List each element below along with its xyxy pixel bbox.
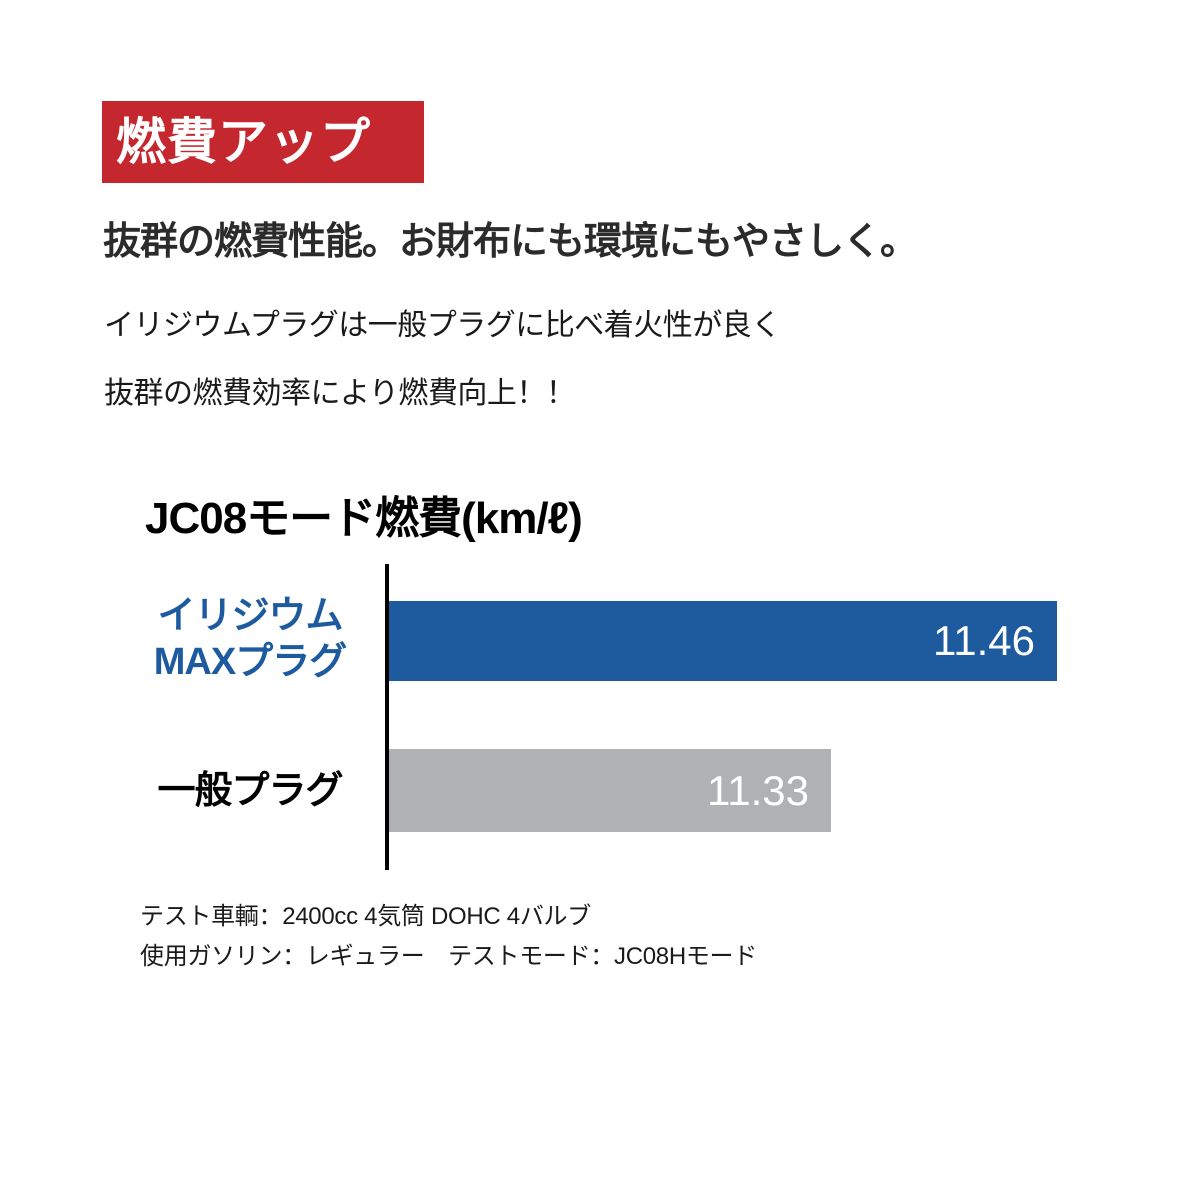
chart-footnote-line-1: テスト車輌：2400cc 4気筒 DOHC 4バルブ	[140, 903, 591, 930]
chart-category-label-iridium-line2: MAXプラグ	[153, 641, 347, 683]
body-copy: イリジウムプラグは一般プラグに比べ着火性が良く 抜群の燃費効率により燃費向上！！	[104, 292, 781, 428]
chart-category-label-iridium: イリジウム MAXプラグ	[130, 593, 370, 685]
chart-bar-iridium: 11.46	[389, 601, 1057, 681]
section-banner: 燃費アップ	[102, 101, 424, 183]
chart-bar-normal: 11.33	[389, 749, 831, 832]
page-headline: 抜群の燃費性能。お財布にも環境にもやさしく。	[103, 221, 918, 263]
body-copy-line-2: 抜群の燃費効率により燃費向上！！	[104, 377, 576, 410]
banner-label: 燃費アップ	[116, 114, 371, 170]
body-copy-line-1: イリジウムプラグは一般プラグに比べ着火性が良く	[104, 309, 781, 342]
chart-category-label-iridium-line1: イリジウム	[157, 595, 343, 637]
chart-y-axis-line	[385, 564, 389, 870]
chart-category-label-normal: 一般プラグ	[130, 768, 370, 814]
chart-category-label-normal-line1: 一般プラグ	[157, 770, 343, 812]
chart-bar-value-normal: 11.33	[707, 766, 809, 814]
chart-footnotes: テスト車輌：2400cc 4気筒 DOHC 4バルブ 使用ガソリン：レギュラー …	[140, 897, 757, 977]
chart-footnote-line-2: 使用ガソリン：レギュラー テストモード：JC08Hモード	[140, 943, 757, 970]
chart-title: JC08モード燃費(km/ℓ)	[145, 494, 583, 543]
chart-bar-value-iridium: 11.46	[933, 617, 1035, 664]
